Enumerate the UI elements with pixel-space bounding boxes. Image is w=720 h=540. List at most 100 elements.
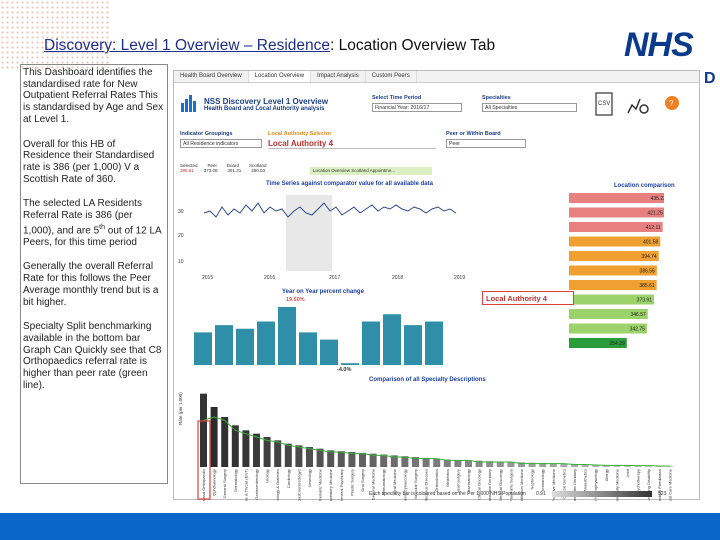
- yoy-bar[interactable]: [299, 332, 317, 365]
- location-bar[interactable]: [569, 338, 627, 348]
- specialty-bar[interactable]: [486, 461, 494, 467]
- location-bar[interactable]: [569, 265, 657, 276]
- specialty-bar[interactable]: [571, 464, 578, 467]
- yoy-bar[interactable]: [362, 321, 380, 366]
- yoy-bar[interactable]: [278, 307, 296, 365]
- help-icon[interactable]: ?: [665, 96, 679, 110]
- location-bar[interactable]: [569, 280, 657, 290]
- specialty-bar[interactable]: [443, 459, 451, 468]
- specialty-bar[interactable]: [284, 443, 292, 467]
- specialty-label: Anaesthetics: [583, 469, 588, 492]
- specialty-bar[interactable]: [560, 463, 568, 467]
- specialty-bar[interactable]: [337, 451, 345, 467]
- peer-label: Peer or Within Board: [446, 131, 501, 137]
- specialty-label: Infectious Diseases: [424, 469, 429, 501]
- yoy-bar[interactable]: [215, 325, 233, 365]
- time-period-select[interactable]: Financial Year: 2016/17: [372, 103, 462, 112]
- yoy-bar[interactable]: [194, 332, 212, 365]
- peer-select[interactable]: Peer: [446, 139, 526, 148]
- la-slider[interactable]: [268, 138, 436, 149]
- specialty-bar[interactable]: [496, 461, 504, 467]
- specialty-label: Clinical Genetics: [561, 469, 566, 499]
- specialty-bar[interactable]: [539, 463, 547, 467]
- specialty-bar[interactable]: [380, 454, 388, 468]
- specialty-label: Ear, Nose & Throat (ENT): [243, 468, 248, 501]
- location-bar[interactable]: [569, 207, 664, 218]
- yoy-bar[interactable]: [341, 363, 359, 365]
- specialty-bar[interactable]: [422, 457, 430, 467]
- tab-impact-analysis[interactable]: Impact Analysis: [311, 71, 366, 82]
- specialty-bar[interactable]: [359, 452, 366, 467]
- specialty-bar[interactable]: [210, 407, 218, 467]
- specialty-bar[interactable]: [433, 458, 441, 467]
- specialty-bar[interactable]: [231, 425, 239, 467]
- specialty-bar[interactable]: [454, 460, 462, 467]
- specialty-bar[interactable]: [401, 456, 409, 467]
- yoy-bar[interactable]: [383, 314, 401, 365]
- location-bar[interactable]: [569, 309, 648, 319]
- bottom-bar: [0, 513, 720, 540]
- specialty-bar[interactable]: [200, 393, 207, 467]
- location-bar[interactable]: [569, 236, 661, 247]
- location-bar[interactable]: [569, 193, 664, 203]
- yoy-bar[interactable]: [236, 328, 254, 365]
- yoy-bar[interactable]: [425, 321, 443, 366]
- specialty-label: Vascular Surgery: [413, 469, 418, 499]
- note-3-sup: th: [99, 223, 106, 231]
- specialty-bar[interactable]: [316, 448, 324, 467]
- tab-location-overview[interactable]: Location Overview: [248, 71, 312, 82]
- yoy-bar[interactable]: [404, 325, 422, 365]
- tab-custom-peers[interactable]: Custom Peers: [366, 71, 417, 82]
- specialty-bar[interactable]: [602, 465, 610, 467]
- location-bar[interactable]: [569, 323, 647, 334]
- ts-series-line: [203, 202, 457, 218]
- specialty-chart: Rate (per 1,000) Trauma and Orthopaedic O…: [178, 392, 674, 501]
- specialty-bar[interactable]: [295, 445, 303, 467]
- slide-title-link[interactable]: Discovery: Level 1 Overview – Residence: [44, 37, 331, 54]
- location-bar[interactable]: [569, 294, 654, 305]
- specialty-bar[interactable]: [528, 462, 536, 467]
- yoy-bar[interactable]: [320, 339, 338, 365]
- tab-health-board-overview[interactable]: Health Board Overview: [174, 71, 249, 82]
- specialty-bar[interactable]: [549, 463, 557, 467]
- specialty-bar[interactable]: [624, 465, 631, 467]
- indicator-select[interactable]: All Residence indicators: [180, 139, 262, 148]
- la-selector-value: Local Authority 4: [268, 139, 334, 148]
- specialty-label: Paediatric Dentistry: [572, 469, 577, 501]
- specialty-bar[interactable]: [475, 460, 483, 467]
- color-legend-bar: [552, 491, 652, 497]
- specialty-bar[interactable]: [274, 440, 282, 467]
- bar-chart-logo-icon: [181, 95, 196, 112]
- chart-search-icon[interactable]: [627, 98, 649, 114]
- specialty-bar[interactable]: [253, 433, 260, 467]
- specialty-bar[interactable]: [348, 452, 356, 467]
- specialty-bar[interactable]: [645, 465, 653, 467]
- specialty-bar[interactable]: [327, 450, 335, 467]
- specialty-bar[interactable]: [221, 417, 229, 467]
- specialties-select[interactable]: All Specialties: [482, 103, 577, 112]
- location-bar-label: 412.11: [646, 225, 661, 231]
- yoy-bar[interactable]: [257, 321, 275, 366]
- specialties-label: Specialties: [482, 95, 511, 101]
- specialty-bar[interactable]: [613, 465, 621, 467]
- specialty-bar[interactable]: [581, 464, 589, 467]
- specialty-bar[interactable]: [306, 447, 313, 467]
- specialty-bar[interactable]: [507, 462, 515, 467]
- specialty-bar[interactable]: [634, 465, 642, 468]
- specialty-bar[interactable]: [263, 437, 271, 467]
- specialty-bar[interactable]: [518, 462, 525, 467]
- specialty-bar[interactable]: [369, 453, 377, 467]
- specialty-bar[interactable]: [242, 430, 250, 467]
- location-bar[interactable]: [569, 251, 659, 261]
- specialty-bar[interactable]: [465, 460, 472, 467]
- specialty-bar[interactable]: [390, 455, 398, 467]
- specialty-label: Urology: [265, 469, 270, 483]
- csv-export-icon[interactable]: CSV: [595, 92, 613, 116]
- logo-suffix: D: [704, 70, 716, 87]
- note-3: The selected LA Residents Referral Rate …: [23, 198, 165, 248]
- location-bar[interactable]: [569, 222, 663, 232]
- specialty-bar[interactable]: [412, 457, 419, 467]
- specialty-bar[interactable]: [592, 464, 600, 467]
- specialty-bar[interactable]: [666, 466, 674, 467]
- time-series-chart: 30 20 10 2015 2016 2017 2018 2019: [178, 195, 465, 281]
